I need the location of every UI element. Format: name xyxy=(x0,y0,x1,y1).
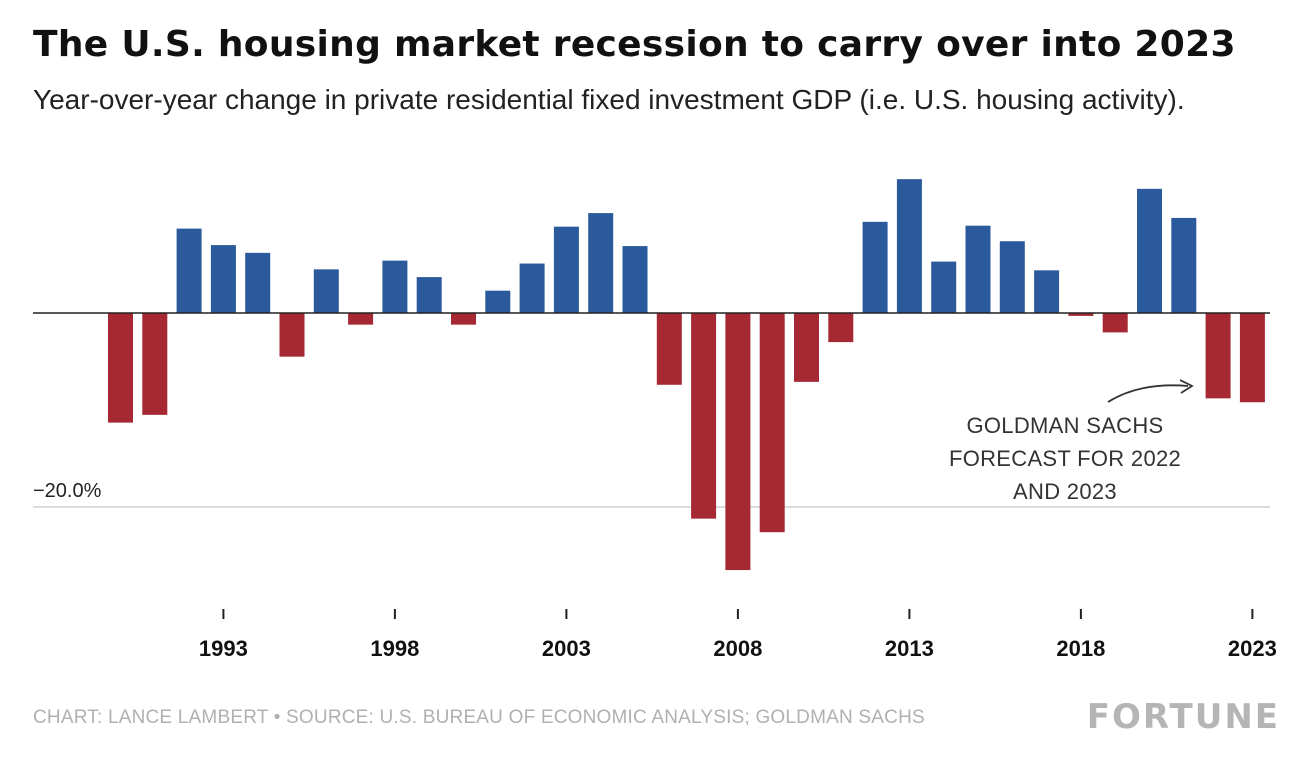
brand-logo: FORTUNE xyxy=(1086,697,1280,737)
bar-2005 xyxy=(622,246,648,313)
bar-2004 xyxy=(588,213,614,313)
annotation-arrow xyxy=(1107,384,1189,403)
bar-1992 xyxy=(176,228,202,313)
bar-2010 xyxy=(794,313,819,382)
bar-2003 xyxy=(553,226,579,313)
bar-2020 xyxy=(1137,188,1162,313)
bar-2015 xyxy=(965,225,991,313)
bar-2007 xyxy=(691,313,717,519)
bar-2000 xyxy=(451,313,476,325)
chart-title: The U.S. housing market recession to car… xyxy=(33,24,1236,65)
bar-2018 xyxy=(1068,313,1094,316)
bar-1993 xyxy=(210,245,236,313)
bar-2002 xyxy=(519,263,545,313)
x-tick-label: 1993 xyxy=(199,636,248,661)
x-tick-label: 2013 xyxy=(885,636,934,661)
y-axis-label: −20.0% xyxy=(33,480,102,502)
bar-1996 xyxy=(313,269,339,313)
x-tick-label: 2003 xyxy=(542,636,591,661)
bar-2001 xyxy=(485,290,511,313)
bar-2012 xyxy=(862,221,888,313)
forecast-annotation-line: FORECAST FOR 2022 xyxy=(949,446,1181,471)
bar-1990 xyxy=(108,313,133,423)
bar-2009 xyxy=(759,313,785,533)
bar-2021 xyxy=(1171,217,1197,313)
x-tick-label: 2018 xyxy=(1056,636,1105,661)
x-tick-label: 2023 xyxy=(1228,636,1277,661)
bar-1999 xyxy=(416,277,442,313)
chart-subtitle: Year-over-year change in private residen… xyxy=(33,84,1185,115)
bar-1997 xyxy=(348,313,374,325)
bar-2013 xyxy=(896,179,922,313)
bar-1991 xyxy=(142,313,168,415)
forecast-annotation-line: AND 2023 xyxy=(1013,479,1117,504)
bar-2019 xyxy=(1102,313,1128,333)
annotation-arrowhead xyxy=(1179,379,1194,394)
forecast-annotation-line: GOLDMAN SACHS xyxy=(966,413,1163,438)
bar-2022 xyxy=(1205,313,1231,399)
source-credit: CHART: LANCE LAMBERT • SOURCE: U.S. BURE… xyxy=(33,707,925,728)
bar-2017 xyxy=(1034,270,1060,313)
x-tick-label: 2008 xyxy=(713,636,762,661)
bar-2006 xyxy=(656,313,682,385)
bar-2008 xyxy=(725,313,751,571)
bar-1998 xyxy=(382,260,408,313)
bar-2014 xyxy=(931,261,957,313)
x-tick-label: 1998 xyxy=(370,636,419,661)
bar-1995 xyxy=(279,313,305,357)
bar-2016 xyxy=(999,241,1025,313)
bar-2023 xyxy=(1239,313,1265,403)
bar-1994 xyxy=(245,252,271,313)
bar-2011 xyxy=(828,313,854,343)
